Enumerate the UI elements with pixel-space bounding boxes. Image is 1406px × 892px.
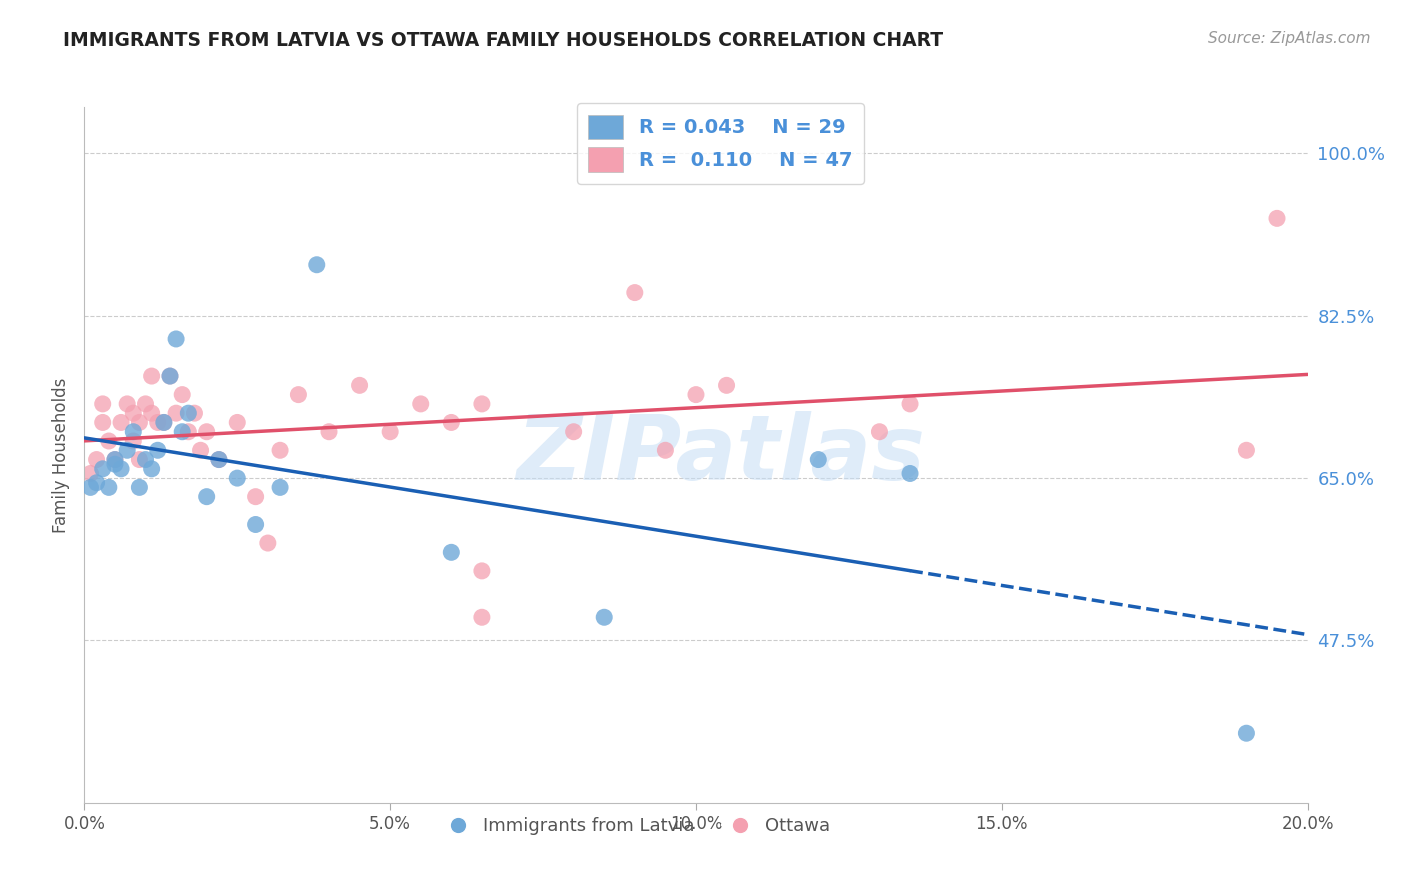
Point bbox=[110, 462, 132, 476]
Point bbox=[195, 425, 218, 439]
Point bbox=[122, 434, 145, 448]
Point bbox=[245, 490, 267, 504]
Point bbox=[471, 610, 494, 624]
Point bbox=[226, 471, 249, 485]
Point bbox=[177, 425, 200, 439]
Point bbox=[172, 387, 194, 401]
Point bbox=[1265, 211, 1288, 226]
Point bbox=[190, 443, 212, 458]
Text: Source: ZipAtlas.com: Source: ZipAtlas.com bbox=[1208, 31, 1371, 46]
Point bbox=[305, 258, 328, 272]
Point bbox=[245, 517, 267, 532]
Point bbox=[86, 475, 108, 490]
Point bbox=[165, 332, 187, 346]
Point bbox=[208, 452, 231, 467]
Point bbox=[165, 406, 187, 420]
Point bbox=[128, 416, 150, 430]
Point bbox=[208, 452, 231, 467]
Point bbox=[440, 416, 463, 430]
Point bbox=[104, 457, 127, 471]
Point bbox=[141, 462, 163, 476]
Point bbox=[287, 387, 309, 401]
Point bbox=[1236, 726, 1258, 740]
Text: IMMIGRANTS FROM LATVIA VS OTTAWA FAMILY HOUSEHOLDS CORRELATION CHART: IMMIGRANTS FROM LATVIA VS OTTAWA FAMILY … bbox=[63, 31, 943, 50]
Point bbox=[115, 397, 138, 411]
Point bbox=[153, 416, 176, 430]
Point bbox=[146, 416, 169, 430]
Point bbox=[141, 369, 163, 384]
Point bbox=[257, 536, 280, 550]
Point bbox=[898, 467, 921, 481]
Point bbox=[654, 443, 676, 458]
Point bbox=[159, 369, 181, 384]
Point bbox=[380, 425, 402, 439]
Point bbox=[716, 378, 738, 392]
Point bbox=[593, 610, 616, 624]
Point bbox=[135, 397, 157, 411]
Point bbox=[869, 425, 891, 439]
Point bbox=[122, 406, 145, 420]
Point bbox=[110, 416, 132, 430]
Point bbox=[86, 452, 108, 467]
Point bbox=[172, 425, 194, 439]
Point bbox=[898, 397, 921, 411]
Point bbox=[226, 416, 249, 430]
Point bbox=[807, 452, 830, 467]
Point bbox=[97, 434, 120, 448]
Point bbox=[79, 480, 101, 494]
Point bbox=[122, 425, 145, 439]
Point bbox=[141, 406, 163, 420]
Point bbox=[471, 397, 494, 411]
Point bbox=[471, 564, 494, 578]
Point bbox=[269, 443, 291, 458]
Text: ZIPatlas: ZIPatlas bbox=[516, 411, 925, 499]
Point bbox=[128, 480, 150, 494]
Point bbox=[135, 452, 157, 467]
Point bbox=[91, 462, 114, 476]
Point bbox=[177, 406, 200, 420]
Point bbox=[128, 452, 150, 467]
Point bbox=[195, 490, 218, 504]
Point bbox=[159, 369, 181, 384]
Point bbox=[269, 480, 291, 494]
Point bbox=[440, 545, 463, 559]
Point bbox=[685, 387, 707, 401]
Point bbox=[146, 443, 169, 458]
Point bbox=[153, 416, 176, 430]
Point bbox=[104, 452, 127, 467]
Point bbox=[409, 397, 432, 411]
Legend: Immigrants from Latvia, Ottawa: Immigrants from Latvia, Ottawa bbox=[433, 810, 837, 842]
Point bbox=[562, 425, 585, 439]
Point bbox=[91, 416, 114, 430]
Point bbox=[183, 406, 205, 420]
Point bbox=[318, 425, 340, 439]
Point bbox=[104, 452, 127, 467]
Point bbox=[97, 480, 120, 494]
Point bbox=[115, 443, 138, 458]
Point bbox=[91, 397, 114, 411]
Point bbox=[349, 378, 371, 392]
Y-axis label: Family Households: Family Households bbox=[52, 377, 70, 533]
Point bbox=[79, 467, 101, 481]
Point bbox=[1236, 443, 1258, 458]
Point bbox=[624, 285, 647, 300]
